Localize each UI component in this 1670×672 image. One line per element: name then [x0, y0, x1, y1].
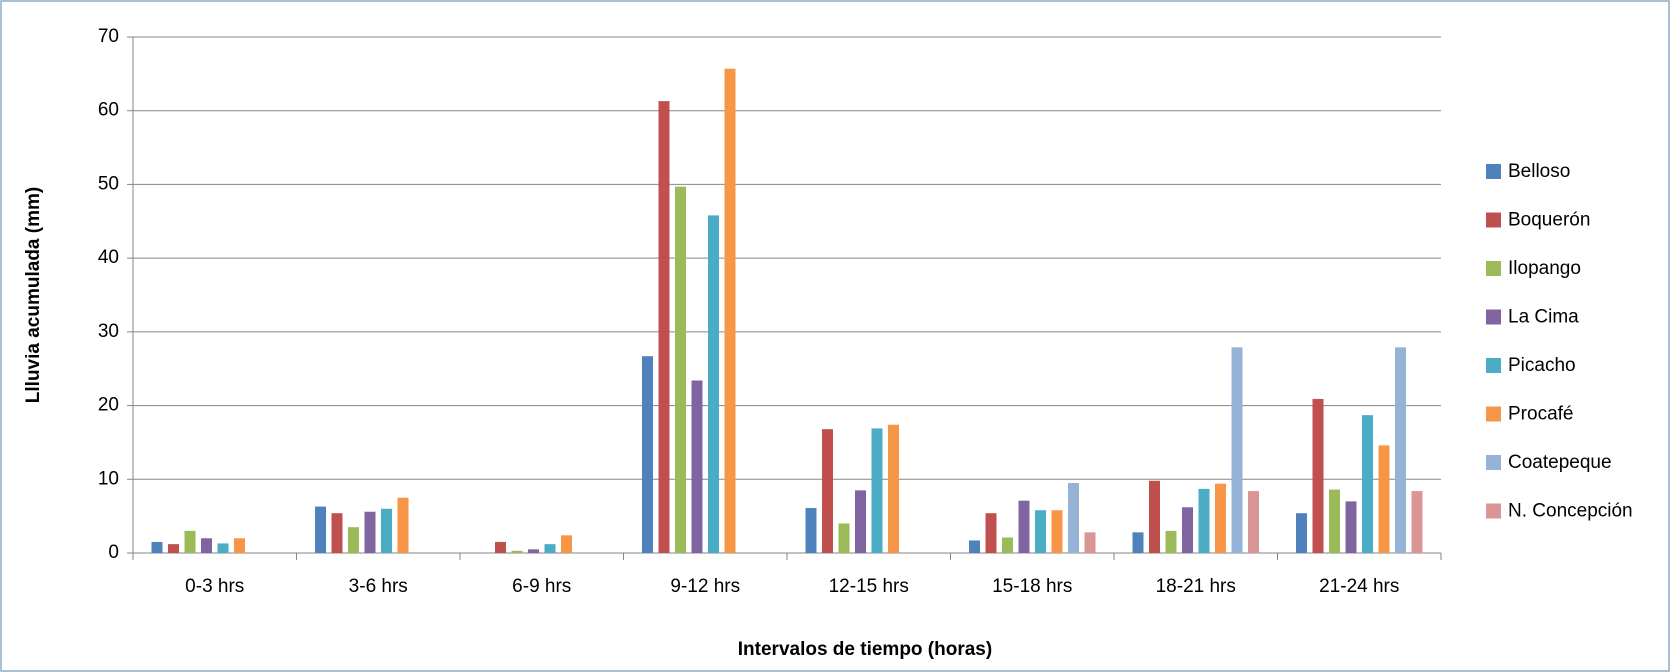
legend-swatch — [1486, 212, 1501, 228]
legend-swatch — [1486, 164, 1501, 179]
bar — [838, 523, 850, 553]
y-tick-label: 60 — [98, 100, 119, 121]
bar — [561, 535, 572, 553]
bar — [544, 544, 556, 553]
bar — [348, 527, 359, 553]
bar — [331, 513, 343, 553]
legend-swatch — [1486, 358, 1501, 373]
bar — [217, 543, 229, 553]
bar — [724, 68, 736, 553]
x-tick-label: 15-18 hrs — [992, 576, 1072, 597]
x-axis-label: Intervalos de tiempo (horas) — [738, 639, 992, 660]
legend-swatch — [1486, 455, 1501, 470]
bar — [1198, 488, 1210, 553]
bar — [642, 356, 653, 553]
bar — [1362, 415, 1373, 553]
y-tick-label: 10 — [98, 468, 119, 489]
x-tick-label: 0-3 hrs — [185, 576, 244, 597]
bar — [658, 101, 670, 553]
bar — [1018, 500, 1030, 553]
legend-label: Procafé — [1508, 404, 1573, 425]
bar — [511, 550, 523, 553]
legend-label: Ilopango — [1508, 258, 1581, 279]
x-tick-label: 9-12 hrs — [670, 576, 740, 597]
bar — [315, 506, 326, 553]
bar — [1051, 510, 1063, 553]
bar — [969, 540, 980, 553]
bar — [1312, 398, 1324, 553]
legend-label: La Cima — [1508, 307, 1579, 328]
bar — [822, 429, 833, 553]
legend-swatch — [1486, 309, 1501, 325]
bar — [871, 428, 883, 553]
bar — [1068, 482, 1079, 553]
y-tick-label: 70 — [98, 26, 119, 47]
bar — [888, 424, 899, 553]
bar — [1395, 347, 1406, 553]
bar — [1035, 510, 1046, 553]
bar — [1132, 532, 1144, 553]
bar — [691, 380, 703, 553]
bar — [708, 215, 719, 554]
y-tick-label: 0 — [108, 542, 119, 563]
x-tick-label: 12-15 hrs — [829, 576, 909, 597]
x-tick-label: 21-24 hrs — [1319, 576, 1399, 597]
legend-label: Boquerón — [1508, 210, 1590, 231]
bar — [397, 497, 409, 553]
bar — [364, 511, 376, 553]
legend-swatch — [1486, 406, 1501, 422]
bar — [234, 538, 245, 553]
legend-label: Belloso — [1508, 161, 1570, 182]
legend-swatch — [1486, 503, 1501, 519]
legend-label: Picacho — [1508, 355, 1576, 376]
bar — [805, 508, 817, 553]
bar — [1329, 489, 1340, 553]
y-tick-label: 50 — [98, 173, 119, 194]
legend-swatch — [1486, 261, 1501, 276]
bar — [1182, 507, 1193, 553]
bar — [184, 530, 196, 553]
bar — [1296, 513, 1307, 553]
legend-label: Coatepeque — [1508, 452, 1612, 473]
bar — [1345, 501, 1357, 553]
x-tick-label: 3-6 hrs — [349, 576, 408, 597]
bar — [495, 541, 506, 553]
bar — [1165, 530, 1177, 553]
bar — [855, 490, 866, 553]
bar — [151, 541, 163, 553]
bar — [528, 549, 539, 553]
bar — [201, 538, 212, 553]
bar — [1231, 347, 1243, 553]
legend-label: N. Concepción — [1508, 501, 1633, 522]
bar — [1248, 491, 1259, 553]
bar — [1002, 537, 1013, 553]
bar — [1084, 532, 1096, 553]
bar — [1215, 483, 1226, 553]
bar — [168, 544, 179, 553]
bar — [1411, 491, 1423, 553]
y-tick-label: 20 — [98, 395, 119, 416]
bar — [381, 508, 392, 553]
bar — [1149, 480, 1160, 553]
x-tick-label: 18-21 hrs — [1156, 576, 1236, 597]
bar — [1378, 445, 1390, 553]
y-tick-label: 30 — [98, 321, 119, 342]
bar — [985, 513, 997, 553]
x-tick-label: 6-9 hrs — [512, 576, 571, 597]
y-tick-label: 40 — [98, 247, 119, 268]
y-axis-label: Llluvia acumulada (mm) — [23, 187, 44, 403]
bar — [675, 186, 686, 553]
